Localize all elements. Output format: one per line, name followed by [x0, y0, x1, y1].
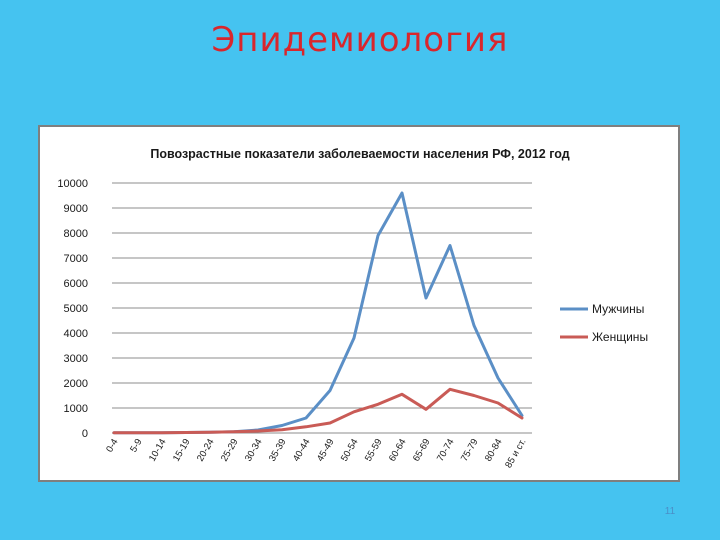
chart-frame: Повозрастные показатели заболеваемости н… [38, 125, 680, 482]
slide-title: Эпидемиология [211, 20, 509, 60]
y-tick-label: 2000 [64, 378, 88, 390]
x-tick-label: 35-39 [267, 437, 289, 464]
x-tick-label: 60-64 [387, 437, 409, 464]
x-tick-label: 30-34 [243, 437, 265, 464]
x-axis-ticks: 0-4 5-9 10-14 15-19 20-24 25-29 30-34 35-39 40-4… [104, 437, 528, 470]
x-tick-label: 15-19 [171, 437, 193, 464]
slide-number: 11 [664, 506, 676, 517]
gridlines [112, 182, 532, 434]
x-tick-label: 5-9 [128, 437, 144, 454]
legend-label: Мужчины [592, 302, 644, 316]
y-axis-ticks: 0 1000 2000 3000 4000 5000 6000 7000 8000 9000 100… [57, 178, 88, 440]
x-tick-label: 50-54 [339, 437, 361, 464]
y-tick-label: 9000 [64, 203, 88, 215]
x-tick-label: 10-14 [147, 437, 169, 464]
x-tick-label: 65-69 [411, 437, 433, 464]
x-tick-label: 45-49 [315, 437, 337, 464]
y-tick-label: 6000 [64, 278, 88, 290]
x-tick-label: 75-79 [459, 437, 481, 464]
y-tick-label: 5000 [64, 303, 88, 315]
legend-label: Женщины [592, 330, 648, 344]
legend: Мужчины Женщины [560, 302, 648, 344]
series-lines [112, 191, 524, 435]
x-tick-label: 20-24 [195, 437, 217, 464]
y-tick-label: 1000 [64, 403, 88, 415]
line-chart: Повозрастные показатели заболеваемости н… [57, 147, 648, 470]
x-tick-label: 85 и ст. [503, 437, 528, 470]
y-tick-label: 7000 [64, 253, 88, 265]
chart-title: Повозрастные показатели заболеваемости н… [150, 147, 569, 161]
x-tick-label: 0-4 [104, 437, 120, 454]
series-line-women [112, 387, 524, 435]
y-tick-label: 8000 [64, 228, 88, 240]
y-tick-label: 10000 [57, 178, 88, 190]
x-tick-label: 40-44 [291, 437, 313, 464]
x-tick-label: 70-74 [435, 437, 457, 464]
series-line-men [112, 191, 524, 435]
y-tick-label: 4000 [64, 328, 88, 340]
x-tick-label: 80-84 [483, 437, 505, 464]
y-tick-label: 0 [82, 428, 88, 440]
x-tick-label: 55-59 [363, 437, 385, 464]
y-tick-label: 3000 [64, 353, 88, 365]
x-tick-label: 25-29 [219, 437, 241, 464]
